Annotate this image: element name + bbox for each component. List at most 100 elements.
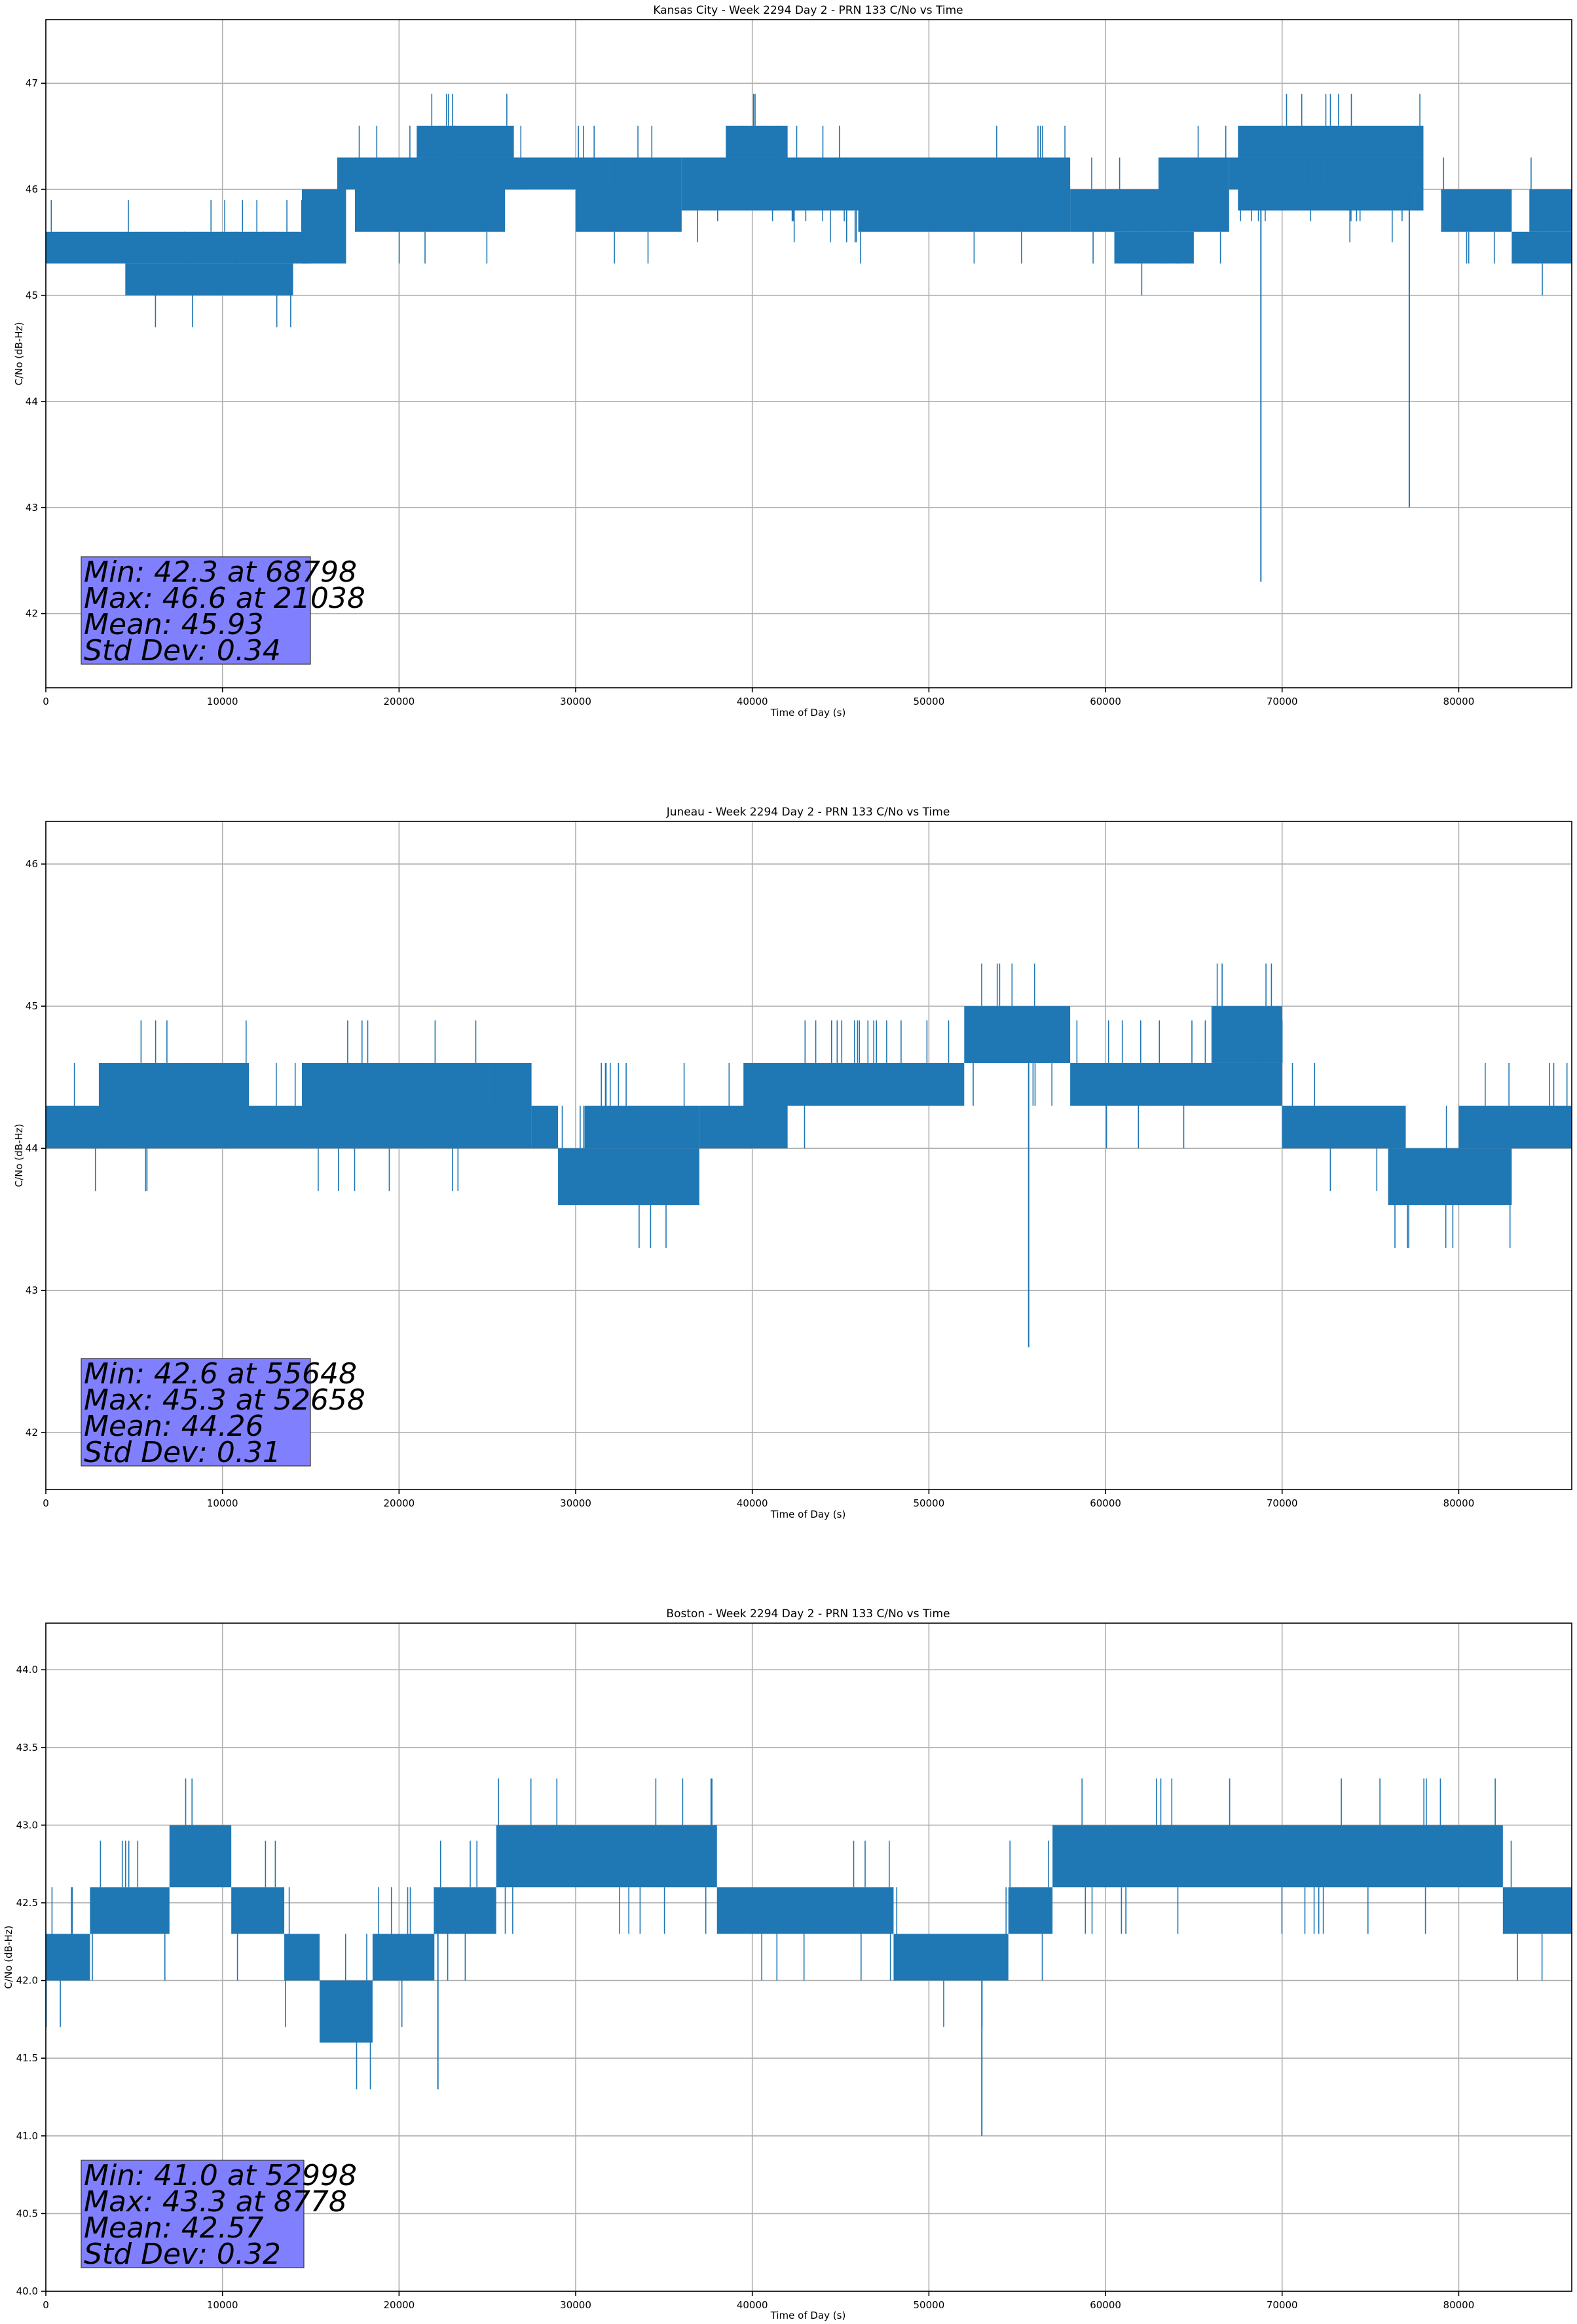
data-series: [45, 1778, 1572, 2136]
data-band: [505, 157, 682, 190]
x-tick-label: 70000: [1267, 696, 1298, 707]
chart-title: Boston - Week 2294 Day 2 - PRN 133 C/No …: [666, 1607, 950, 1621]
x-tick-label: 20000: [383, 696, 415, 707]
data-flicker: [804, 1020, 950, 1106]
x-tick-label: 10000: [207, 2299, 238, 2311]
data-band: [496, 1825, 717, 1888]
data-band: [46, 1106, 303, 1149]
x-tick-label: 40000: [737, 696, 768, 707]
data-band: [1070, 189, 1229, 232]
y-tick-label: 41.5: [16, 2052, 38, 2064]
data-band: [1008, 1887, 1053, 1934]
x-tick-label: 50000: [914, 1497, 945, 1509]
x-tick-label: 0: [43, 696, 49, 707]
stats-box: Min: 42.3 at 68798 Max: 46.6 at 21038 Me…: [81, 555, 365, 667]
x-tick-label: 60000: [1090, 1497, 1121, 1509]
data-band: [1238, 189, 1424, 211]
data-band: [46, 231, 311, 264]
data-flicker: [155, 231, 294, 328]
x-tick-label: 70000: [1267, 1497, 1298, 1509]
data-flicker: [1291, 1062, 1378, 1191]
x-tick-label: 20000: [383, 1497, 415, 1509]
y-tick-label: 45: [26, 290, 38, 301]
data-flicker: [378, 1887, 435, 2027]
data-flicker: [1443, 157, 1495, 264]
data-flicker: [727, 94, 756, 189]
data-flicker: [1009, 1841, 1049, 1981]
y-tick-label: 44.0: [16, 1664, 38, 1676]
data-flicker: [896, 1887, 1007, 2027]
stats-std: Std Dev: 0.34: [84, 634, 281, 667]
data-flicker: [1510, 1841, 1543, 1981]
data-band: [98, 1062, 250, 1106]
data-band: [1529, 189, 1572, 232]
data-band: [743, 1062, 965, 1106]
stats-max: Max: 43.3 at 8778: [84, 2185, 347, 2219]
x-tick-label: 30000: [560, 1497, 591, 1509]
y-axis-label: C/No (dB-Hz): [3, 1926, 14, 1989]
data-band: [893, 1934, 1009, 1981]
stats-min: Min: 42.6 at 55648: [84, 1357, 357, 1391]
chart-title: Juneau - Week 2294 Day 2 - PRN 133 C/No …: [666, 806, 950, 819]
data-band: [558, 1148, 699, 1205]
data-band: [726, 125, 788, 158]
x-tick-label: 30000: [560, 696, 591, 707]
data-flicker: [687, 157, 857, 242]
x-tick-label: 60000: [1090, 696, 1121, 707]
x-tick-label: 10000: [207, 696, 238, 707]
data-band: [1512, 231, 1572, 264]
data-band: [90, 1887, 170, 1934]
data-band: [531, 1106, 559, 1149]
y-tick-label: 43: [26, 1284, 38, 1296]
stats-std: Std Dev: 0.31: [84, 1436, 281, 1469]
x-tick-label: 0: [43, 2299, 49, 2311]
data-band: [284, 1934, 320, 1981]
data-band: [681, 189, 859, 211]
y-tick-label: 47: [26, 77, 38, 89]
data-band: [1458, 1106, 1572, 1149]
y-tick-label: 46: [26, 858, 38, 870]
y-tick-label: 42.0: [16, 1975, 38, 1987]
x-axis-label: Time of Day (s): [770, 2310, 846, 2321]
data-band: [1502, 1887, 1572, 1934]
data-flicker: [440, 1841, 477, 1981]
data-band: [125, 263, 293, 295]
data-band: [1388, 1148, 1512, 1205]
y-tick-label: 44: [26, 396, 38, 407]
y-tick-label: 44: [26, 1142, 38, 1154]
data-flicker: [185, 1778, 193, 1826]
stats-max: Max: 46.6 at 21038: [84, 582, 365, 615]
data-band: [1070, 1062, 1282, 1106]
data-band: [699, 1106, 788, 1149]
data-band: [302, 1106, 532, 1149]
data-flicker: [1307, 157, 1393, 242]
data-flicker: [1081, 1778, 1496, 1934]
y-tick-label: 45: [26, 1000, 38, 1012]
data-band: [716, 1887, 894, 1934]
y-tick-label: 42: [26, 608, 38, 620]
data-flicker: [761, 1841, 891, 1981]
data-band: [576, 189, 682, 232]
data-band: [417, 125, 514, 158]
x-tick-label: 60000: [1090, 2299, 1121, 2311]
plot-frame: [45, 1622, 1572, 2292]
y-tick-label: 43: [26, 502, 38, 514]
x-tick-label: 50000: [914, 2299, 945, 2311]
stats-box: Min: 41.0 at 52998 Max: 43.3 at 8778 Mea…: [81, 2159, 357, 2271]
stats-mean: Mean: 45.93: [84, 608, 264, 641]
data-band: [1282, 1106, 1406, 1149]
x-tick-label: 10000: [207, 1497, 238, 1509]
data-flicker: [1216, 964, 1272, 1007]
data-series: [46, 94, 1572, 582]
y-tick-label: 40.5: [16, 2207, 38, 2219]
data-band: [1052, 1825, 1503, 1888]
data-band: [1211, 1006, 1282, 1063]
data-band: [681, 157, 859, 190]
stats-mean: Mean: 42.57: [84, 2211, 264, 2245]
x-tick-label: 70000: [1267, 2299, 1298, 2311]
y-axis-label: C/No (dB-Hz): [13, 1124, 25, 1188]
data-band: [1238, 125, 1424, 158]
data-flicker: [1197, 125, 1227, 221]
data-flicker: [92, 1841, 166, 1981]
